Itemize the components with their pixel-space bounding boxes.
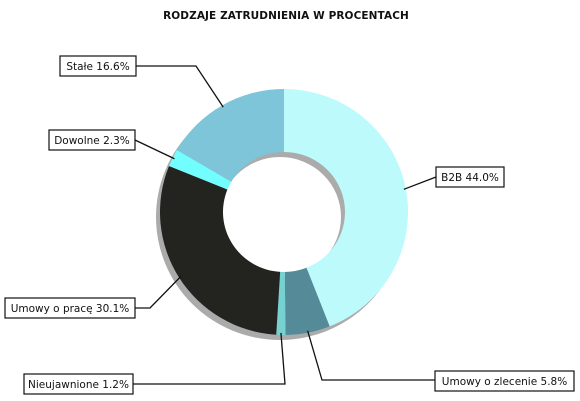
chart-title: RODZAJE ZATRUDNIENIA W PROCENTACH	[163, 10, 409, 22]
label-box-nieujawnione	[23, 373, 134, 395]
leader-line-b2b	[403, 176, 437, 190]
leader-line-umowy-o-zlecenie	[306, 330, 435, 381]
slice-b2b[interactable]	[284, 89, 408, 327]
slice-dowolne[interactable]	[168, 150, 232, 190]
slice-umowy-o-prace[interactable]	[160, 166, 281, 335]
label-box-umowy-o-prace	[4, 297, 136, 319]
data-label-dowolne: Dowolne 2.3%	[54, 135, 130, 147]
data-label-stale: Stałe 16.6%	[66, 61, 129, 73]
leader-line-nieujawnione	[133, 332, 286, 385]
leader-line-umowy-o-prace	[135, 276, 182, 309]
data-label-umowy-o-zlecenie: Umowy o zlecenie 5.8%	[442, 376, 567, 388]
leader-line-stale	[136, 65, 224, 108]
label-box-dowolne	[48, 129, 136, 151]
leader-line-dowolne	[134, 139, 175, 160]
donut-slices	[160, 89, 408, 335]
data-label-nieujawnione: Nieujawnione 1.2%	[28, 379, 129, 391]
slice-umowy-o-zlecenie[interactable]	[284, 267, 330, 335]
slice-stale[interactable]	[176, 89, 284, 182]
slice-callouts: B2B 44.0% Umowy o zlecenie 5.8% Nieujawnio…	[4, 55, 575, 395]
data-label-b2b: B2B 44.0%	[441, 172, 499, 184]
label-box-b2b	[435, 166, 505, 188]
label-box-stale	[59, 55, 137, 77]
label-box-umowy-o-zlecenie	[434, 370, 575, 392]
data-label-umowy-o-prace: Umowy o pracę 30.1%	[11, 303, 130, 315]
slice-nieujawnione[interactable]	[276, 271, 286, 335]
